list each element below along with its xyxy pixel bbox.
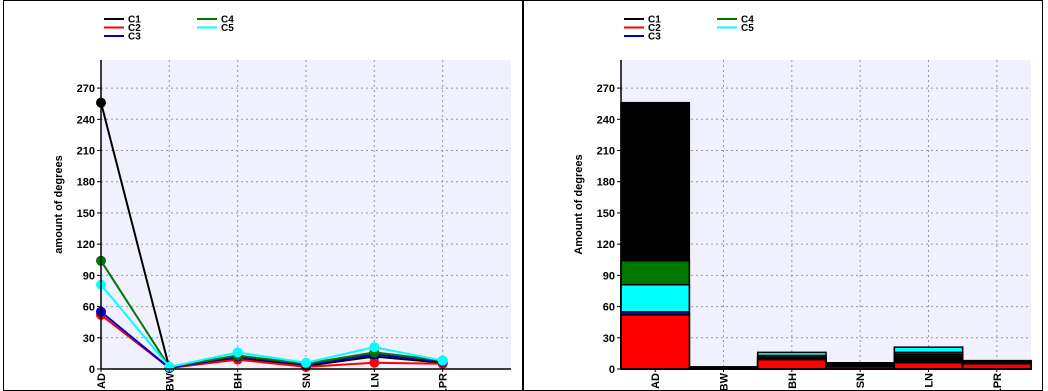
series-line-c1 [100, 102, 443, 370]
x-tick-label-ad: AD [96, 373, 108, 389]
legend-label-c3: C3 [128, 32, 141, 43]
point-c2-ln [369, 357, 380, 368]
y-tick-label-60: 60 [83, 302, 95, 314]
x-tick-label-lpr: LPR [438, 373, 450, 390]
x-tick-label-bh: BH [233, 373, 245, 389]
x-tick-label-ln: LN [369, 373, 381, 388]
legend-label-c5: C5 [221, 23, 234, 34]
y-tick-label-150: 150 [597, 208, 615, 220]
x-tick-label-ad: AD [650, 373, 662, 389]
x-tick-label-sn: SN [301, 373, 313, 388]
y-tick-label-90: 90 [83, 270, 95, 282]
y-tick-label-270: 270 [597, 83, 615, 95]
legend-label-c2: C2 [648, 23, 661, 34]
y-tick-label-210: 210 [77, 146, 95, 158]
point-c5-lpr [437, 355, 448, 366]
y-tick-label-270: 270 [77, 83, 95, 95]
y-tick-label-180: 180 [597, 177, 615, 189]
line-chart-panel: 0 30 60 90 120 150 180 210 240 270 AD BW BH SN LN LPR am… [3, 0, 523, 391]
y-tick-label-120: 120 [597, 239, 615, 251]
y-tick-label-210: 210 [597, 146, 615, 158]
bar-c2-ad [620, 314, 691, 370]
bar-chart: 0 30 60 90 120 150 180 210 240 270 AD BW BH SN LN LPR Am… [573, 15, 1032, 390]
y-tick-label-150: 150 [77, 208, 95, 220]
series-line-c3 [100, 311, 443, 370]
point-c5-ln [369, 342, 380, 353]
y-axis-label: amount of degrees [53, 155, 65, 253]
legend-label-c4: C4 [741, 15, 754, 26]
y-tick-label-180: 180 [77, 177, 95, 189]
point-c5-sn [301, 357, 311, 368]
y-tick-label-90: 90 [603, 270, 615, 282]
y-tick-label-240: 240 [597, 114, 615, 126]
gridlines [621, 60, 1031, 369]
x-tick-label-bw: BW [164, 372, 176, 390]
point-c5-bh [232, 347, 243, 358]
y-tick-label-30: 30 [83, 333, 95, 345]
y-tick-label-240: 240 [77, 114, 95, 126]
bar-c2-bh [756, 358, 827, 370]
legend-label-c1: C1 [648, 15, 661, 26]
x-tick-label-lpr: LPR [992, 373, 1004, 390]
gridlines [101, 60, 511, 369]
y-tick-label-60: 60 [603, 302, 615, 314]
bar-chart-panel: 0 30 60 90 120 150 180 210 240 270 AD BW BH SN LN LPR Am… [523, 0, 1043, 391]
y-axis-label: Amount of degrees [573, 154, 585, 254]
bar-c2-ln [893, 362, 964, 370]
series-line-c5 [100, 284, 443, 369]
x-tick-label-sn: SN [855, 373, 867, 388]
legend-label-c5: C5 [741, 23, 754, 34]
y-tick-label-0: 0 [609, 364, 615, 376]
legend-label-c4: C4 [221, 15, 234, 26]
y-tick-label-30: 30 [603, 333, 615, 345]
x-tick-label-ln: LN [924, 373, 936, 388]
series-line-c4 [100, 260, 443, 369]
y-tick-label-120: 120 [77, 239, 95, 251]
line-chart: 0 30 60 90 120 150 180 210 240 270 AD BW BH SN LN LPR am… [53, 15, 511, 390]
bar-c2-lpr [961, 363, 1032, 370]
x-tick-label-bh: BH [787, 373, 799, 389]
legend-label-c3: C3 [648, 32, 661, 43]
legend-label-c1: C1 [128, 15, 141, 26]
x-tick-label-bw: BW [719, 372, 731, 390]
legend-label-c2: C2 [128, 23, 141, 34]
y-tick-label-0: 0 [89, 364, 95, 376]
